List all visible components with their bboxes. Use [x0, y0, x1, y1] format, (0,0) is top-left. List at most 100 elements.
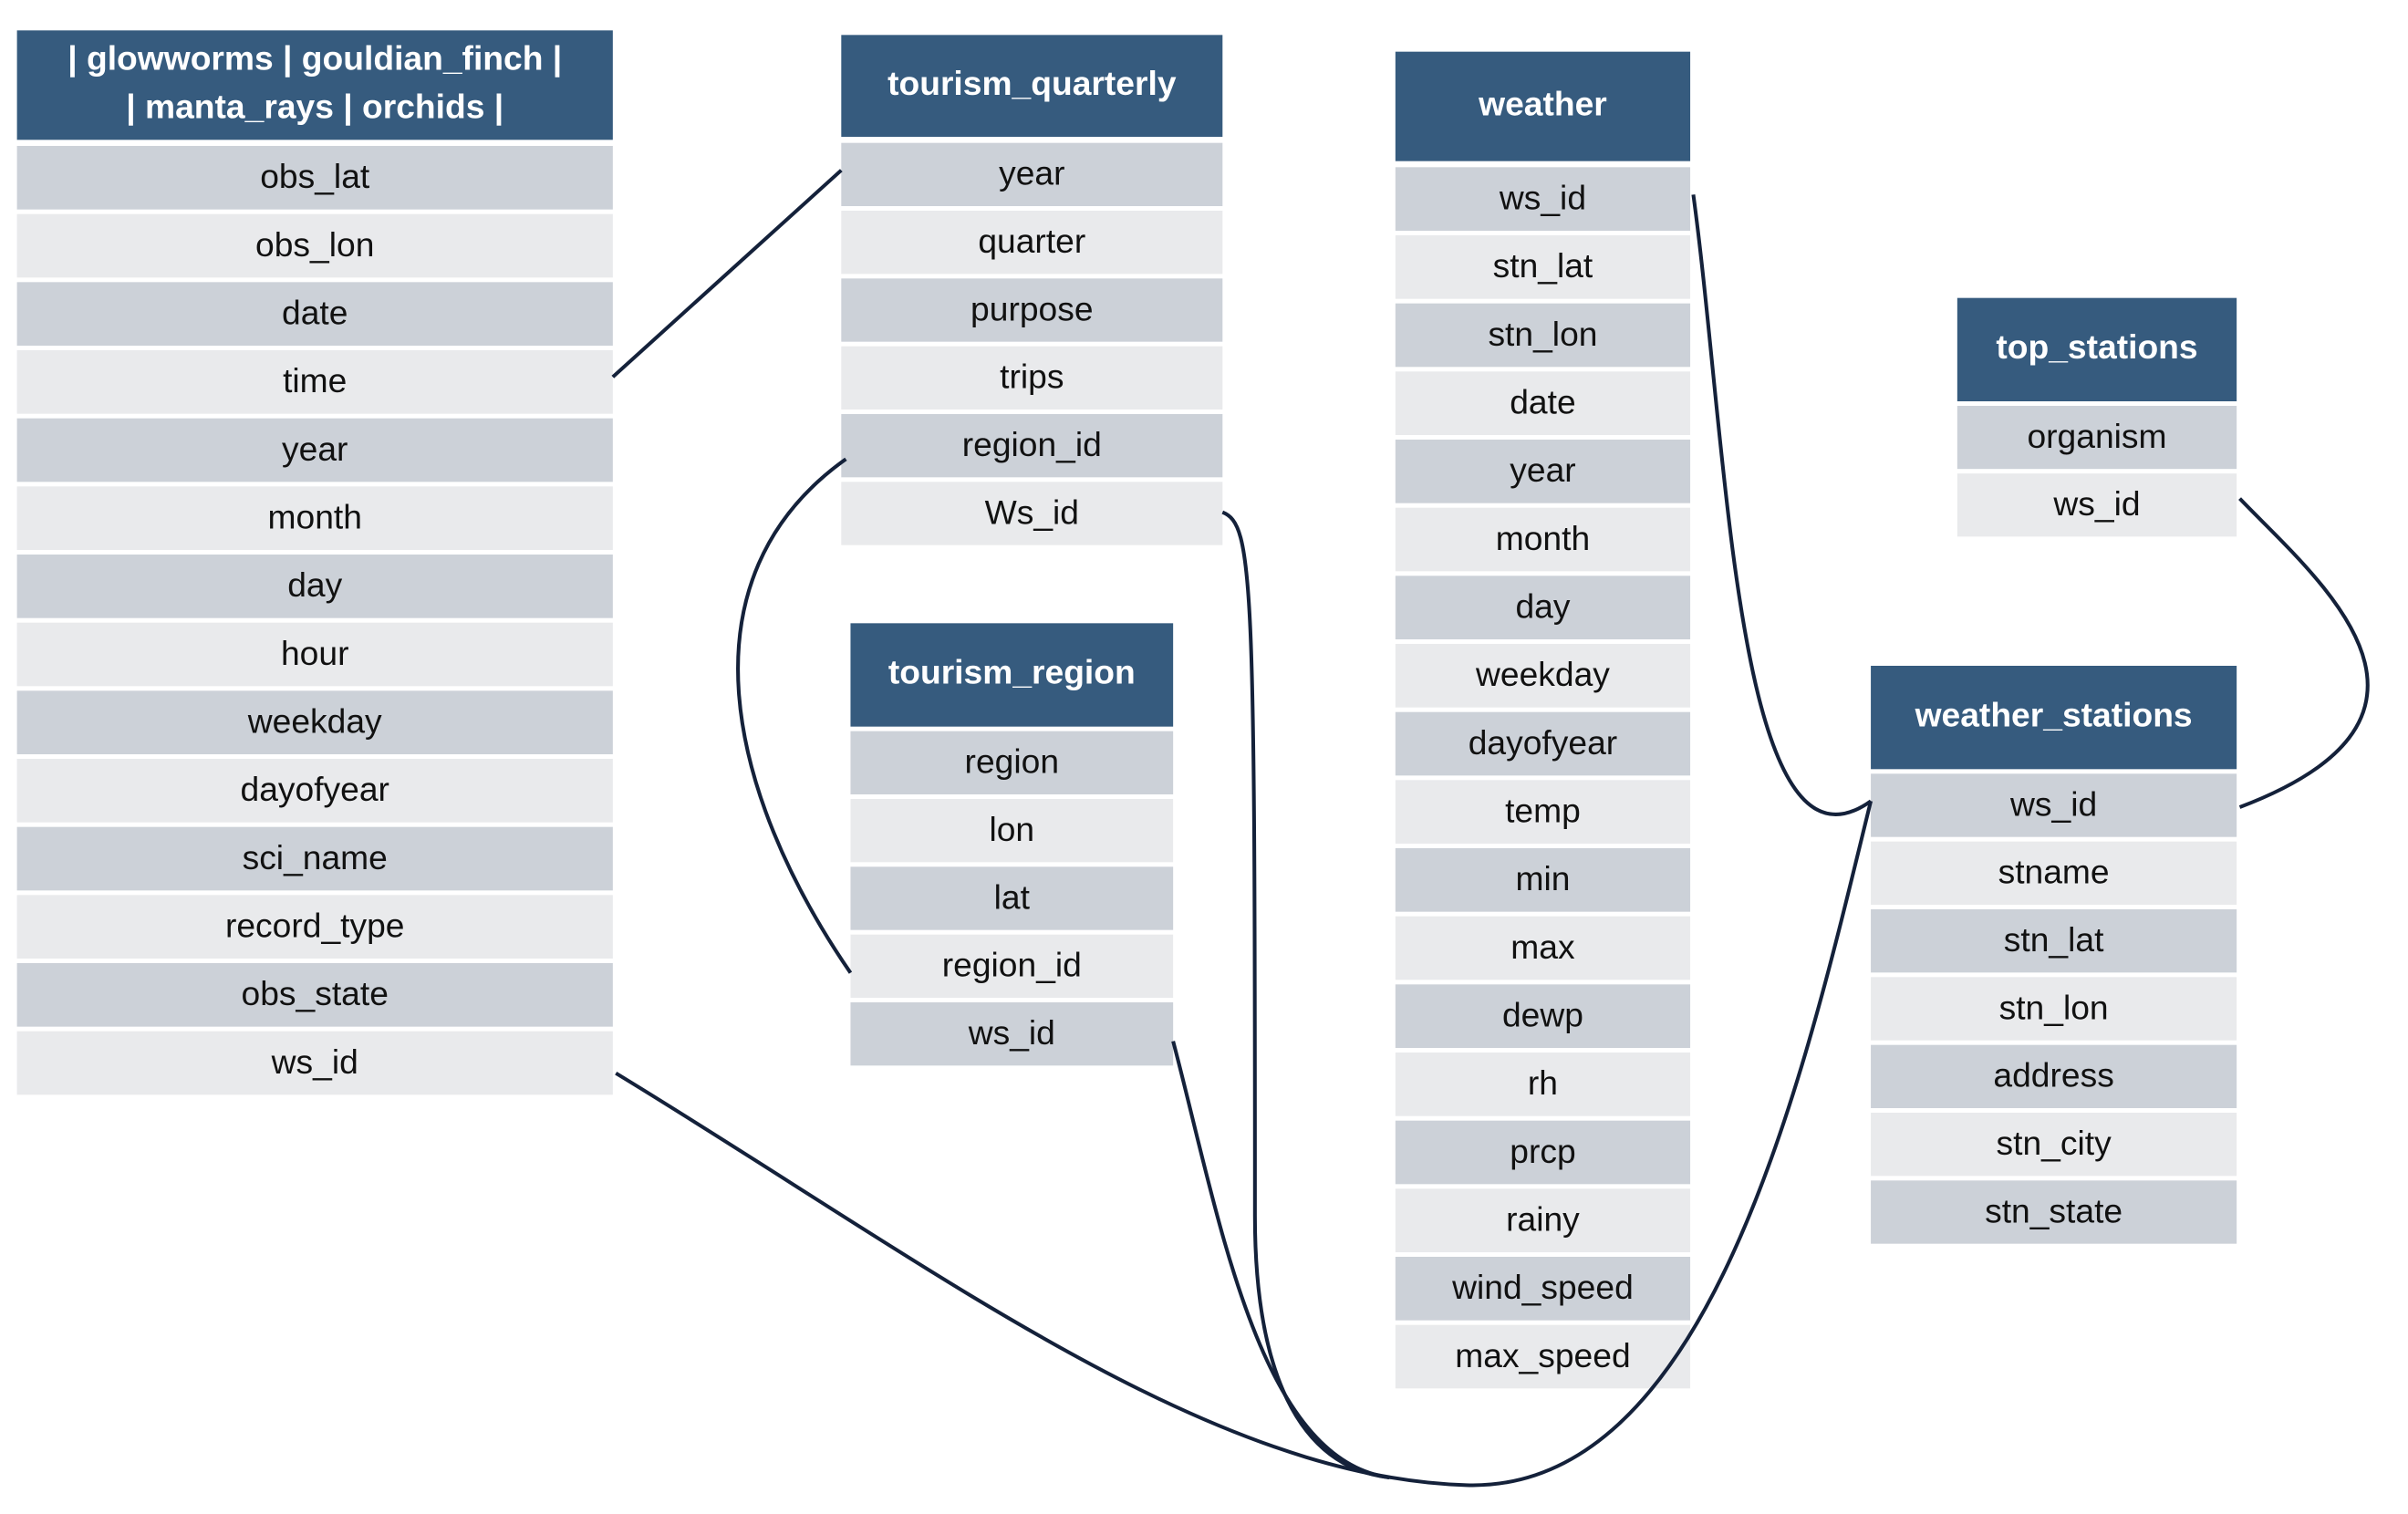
table-header	[841, 35, 1223, 138]
field-row	[850, 798, 1174, 863]
field-row	[1871, 977, 2237, 1041]
field-name: dewp	[1502, 997, 1583, 1034]
field-name: ws_id	[968, 1014, 1055, 1052]
table-title: tourism_region	[888, 654, 1136, 691]
field-name: obs_lat	[260, 158, 369, 195]
field-name: purpose	[970, 291, 1093, 328]
table-header	[850, 623, 1174, 727]
connectors	[611, 169, 2370, 1488]
field-row	[1395, 916, 1691, 980]
field-name: stn_lat	[2004, 921, 2104, 959]
table-title: top_stations	[1996, 328, 2197, 366]
field-row	[1395, 1120, 1691, 1185]
field-row	[1395, 1257, 1691, 1321]
field-row	[1395, 235, 1691, 299]
field-row	[1395, 1053, 1691, 1116]
field-name: ws_id	[2009, 786, 2097, 824]
field-row	[1871, 773, 2237, 837]
field-name: min	[1515, 860, 1570, 897]
table: top_stations organism ws_id	[1956, 297, 2237, 537]
field-row	[16, 555, 613, 618]
table-header	[1871, 666, 2237, 770]
field-row	[1395, 440, 1691, 503]
field-name: organism	[2027, 418, 2166, 455]
field-name: temp	[1505, 793, 1581, 830]
table: | glowworms | gouldian_finch | | manta_ra…	[16, 30, 613, 1095]
field-name: day	[1515, 588, 1571, 626]
field-row	[1395, 1188, 1691, 1252]
field-row	[1871, 909, 2237, 973]
field-name: wind_speed	[1451, 1269, 1634, 1306]
field-name: lon	[989, 811, 1034, 848]
field-row	[1395, 984, 1691, 1048]
connector	[2238, 497, 2370, 809]
field-row	[16, 350, 613, 414]
field-row	[1871, 841, 2237, 905]
field-row	[1395, 303, 1691, 368]
field-name: trips	[1000, 358, 1064, 396]
field-name: hour	[281, 635, 348, 672]
field-name: day	[287, 566, 343, 604]
field-row	[1395, 644, 1691, 708]
field-row	[1395, 780, 1691, 844]
field-name: stn_lon	[1488, 316, 1597, 353]
field-row	[16, 1031, 613, 1095]
field-name: ws_id	[1499, 180, 1586, 217]
field-row	[1871, 1180, 2237, 1244]
field-row	[16, 895, 613, 959]
field-name: region_id	[942, 947, 1082, 984]
connector	[1171, 1041, 1390, 1479]
field-row	[841, 142, 1223, 207]
connector	[611, 169, 843, 378]
table-title: tourism_quarterly	[887, 65, 1177, 102]
field-name: quarter	[978, 223, 1085, 260]
field-row	[1871, 1113, 2237, 1177]
table-header	[1956, 297, 2237, 401]
field-name: obs_state	[242, 975, 389, 1012]
field-name: stn_city	[1997, 1125, 2112, 1162]
field-row	[841, 346, 1223, 410]
field-row	[1395, 711, 1691, 776]
field-name: obs_lon	[255, 226, 374, 264]
field-row	[1871, 1044, 2237, 1108]
field-name: Ws_id	[985, 494, 1079, 532]
field-name: sci_name	[243, 839, 388, 876]
table-title: | manta_rays | orchids |	[126, 88, 503, 127]
field-row	[16, 486, 613, 550]
connector	[736, 457, 853, 974]
field-name: year	[1510, 451, 1575, 489]
field-row	[1395, 1324, 1691, 1389]
field-name: prcp	[1510, 1133, 1575, 1170]
table-header	[16, 30, 613, 140]
field-name: stn_state	[1985, 1193, 2123, 1230]
field-row	[16, 146, 613, 210]
field-row	[1395, 371, 1691, 435]
field-name: ws_id	[2052, 485, 2140, 523]
field-name: region_id	[962, 426, 1102, 463]
field-name: time	[283, 362, 347, 399]
field-row	[1395, 507, 1691, 572]
field-name: record_type	[225, 907, 405, 945]
field-row	[850, 731, 1174, 794]
field-row	[841, 278, 1223, 342]
field-name: region	[965, 743, 1059, 781]
field-row	[16, 282, 613, 346]
field-row	[1956, 473, 2237, 537]
field-name: dayofyear	[1469, 724, 1617, 762]
connector	[1221, 510, 1390, 1479]
field-name: year	[282, 430, 348, 468]
field-name: month	[1496, 520, 1590, 557]
field-name: rh	[1528, 1064, 1558, 1102]
field-name: date	[282, 295, 348, 332]
field-name: weekday	[247, 703, 382, 741]
field-name: year	[999, 155, 1064, 192]
field-row	[841, 482, 1223, 545]
field-name: stn_lat	[1493, 247, 1593, 285]
field-name: stn_lon	[1999, 990, 2109, 1027]
field-name: date	[1510, 384, 1575, 421]
